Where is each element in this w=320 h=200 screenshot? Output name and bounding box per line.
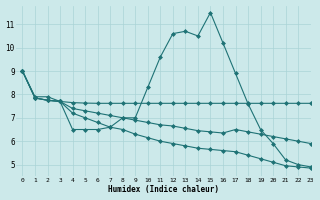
X-axis label: Humidex (Indice chaleur): Humidex (Indice chaleur) [108, 185, 219, 194]
